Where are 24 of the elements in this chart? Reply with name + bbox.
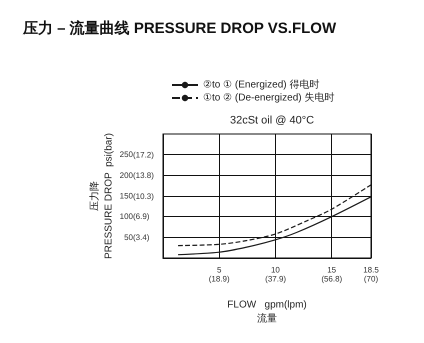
y-tick-label: 100 [120,212,134,222]
x-axis-title: FLOW gpm(lpm) 流量 [227,300,307,324]
x-tick-label: 5 [216,266,222,274]
chart-title: 压力 – 流量曲线 PRESSURE DROP VS.FLOW [22,19,337,37]
x-tick-label: 15 [327,266,337,274]
y2-tick-label: (13.8) [133,170,154,180]
y-axis-title: 压力降 PRESSURE DROP psi(bar) [88,133,114,259]
y-tick-label: 50 [124,232,134,242]
chart-subtitle: 32cSt oil @ 40°C [230,114,314,126]
x-tick-label: 18.5 [363,266,380,274]
y2-tick-label: (10.3) [133,192,154,201]
x2-tick-label: (37.9) [265,274,286,284]
legend-label: ②to ① (Energized) 得电时 [203,78,320,90]
y2-tick-label: (6.9) [133,212,150,222]
y-tick-label: 150 [120,192,134,200]
x2-tick-label: (70) [364,274,378,284]
y2-tick-label: (3.4) [133,233,150,242]
y-tick-label: 200 [120,170,134,180]
x2-tick-label: (56.8) [321,274,343,284]
x2-tick-label: (18.9) [208,274,230,284]
x-tick-label: 10 [270,266,280,274]
legend-label: ①to ② (De-energized) 失电时 [203,92,334,104]
y-tick-label: 250 [120,150,134,160]
y2-tick-label: (17.2) [133,150,154,160]
